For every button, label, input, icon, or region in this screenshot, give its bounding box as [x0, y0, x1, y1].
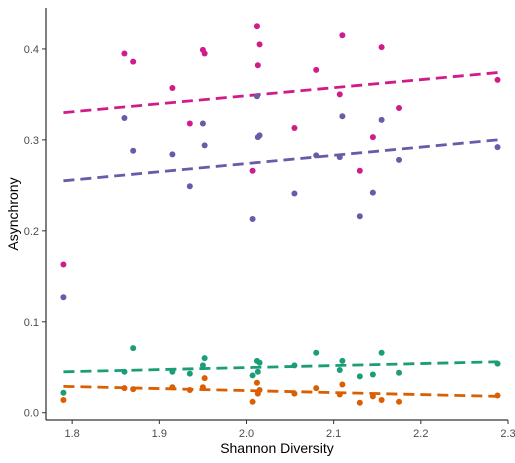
data-point-2: [313, 349, 320, 356]
data-point-0: [291, 125, 298, 132]
y-tick-label: 0.0: [24, 408, 39, 420]
data-point-3: [130, 386, 137, 393]
data-point-2: [356, 373, 363, 380]
data-point-2: [199, 362, 206, 369]
data-point-1: [130, 147, 137, 154]
data-point-2: [130, 345, 137, 352]
data-point-0: [169, 85, 176, 92]
data-point-1: [313, 152, 320, 159]
data-point-3: [396, 398, 403, 405]
trend-lines: [63, 71, 498, 398]
data-point-0: [396, 105, 403, 112]
data-point-1: [378, 116, 385, 123]
x-tick-label: 1.9: [152, 428, 167, 440]
data-point-2: [339, 357, 346, 364]
trend-line-0: [63, 71, 498, 114]
data-point-3: [369, 393, 376, 400]
data-point-0: [186, 120, 193, 127]
y-tick-label: 0.4: [24, 44, 39, 56]
data-point-0: [378, 44, 385, 51]
data-point-1: [494, 144, 501, 151]
data-point-1: [199, 120, 206, 127]
data-point-0: [254, 62, 261, 69]
data-point-3: [356, 399, 363, 406]
x-ticks: 1.8 1.9 2.0 2.1 2.2 2.3: [65, 420, 515, 440]
data-point-2: [201, 355, 208, 362]
data-point-0: [121, 50, 128, 57]
data-point-3: [186, 386, 193, 393]
y-ticks: 0.0 0.1 0.2 0.3 0.4: [24, 44, 46, 420]
data-point-1: [369, 189, 376, 196]
data-point-2: [254, 368, 261, 375]
data-point-1: [121, 115, 128, 122]
x-tick-label: 2.0: [239, 428, 254, 440]
y-tick-label: 0.1: [24, 317, 39, 329]
trend-line-1: [63, 138, 498, 183]
data-point-0: [339, 32, 346, 39]
data-point-3: [199, 384, 206, 391]
data-point-3: [494, 392, 501, 399]
data-point-0: [369, 134, 376, 141]
data-point-1: [396, 156, 403, 163]
data-point-3: [121, 385, 128, 392]
data-point-3: [378, 396, 385, 403]
y-tick-label: 0.2: [24, 226, 39, 238]
data-point-1: [201, 142, 208, 149]
data-point-3: [169, 384, 176, 391]
data-point-1: [186, 183, 193, 190]
data-point-1: [356, 213, 363, 220]
x-axis-title: Shannon Diversity: [220, 440, 334, 456]
data-point-3: [249, 398, 256, 405]
data-point-0: [256, 41, 263, 48]
data-point-2: [396, 369, 403, 376]
data-point-1: [253, 93, 260, 100]
data-point-3: [201, 375, 208, 382]
data-point-0: [201, 50, 208, 57]
trend-line-2: [63, 360, 498, 374]
data-point-0: [336, 91, 343, 98]
data-point-2: [369, 371, 376, 378]
x-tick-label: 2.2: [413, 428, 428, 440]
data-point-2: [60, 389, 67, 396]
data-point-3: [256, 386, 263, 393]
x-tick-label: 2.1: [326, 428, 341, 440]
x-tick-label: 2.3: [500, 428, 515, 440]
data-point-2: [291, 362, 298, 369]
data-point-2: [169, 368, 176, 375]
data-point-3: [313, 385, 320, 392]
y-axis-title: Asynchrony: [5, 177, 21, 250]
data-point-2: [249, 372, 256, 379]
data-point-1: [336, 154, 343, 161]
trend-line-3: [63, 384, 498, 398]
data-point-0: [494, 76, 501, 83]
data-point-2: [186, 370, 193, 377]
data-point-2: [378, 349, 385, 356]
data-points: [60, 23, 501, 406]
data-point-3: [339, 381, 346, 388]
y-tick-label: 0.3: [24, 135, 39, 147]
data-point-1: [291, 190, 298, 197]
data-point-1: [339, 113, 346, 120]
data-point-3: [60, 396, 67, 403]
data-point-3: [253, 379, 260, 386]
data-point-0: [253, 23, 260, 30]
data-point-0: [249, 167, 256, 174]
data-point-1: [60, 294, 67, 301]
data-point-0: [60, 261, 67, 268]
data-point-1: [256, 132, 263, 139]
data-point-1: [249, 216, 256, 223]
data-point-2: [121, 368, 128, 375]
data-point-2: [336, 366, 343, 373]
data-point-2: [494, 360, 501, 367]
x-tick-label: 1.8: [65, 428, 80, 440]
data-point-1: [169, 151, 176, 158]
data-point-0: [356, 167, 363, 174]
data-point-0: [313, 66, 320, 73]
axes: [45, 8, 508, 421]
data-point-3: [336, 391, 343, 398]
data-point-3: [291, 390, 298, 397]
data-point-2: [256, 359, 263, 366]
data-point-0: [130, 58, 137, 65]
